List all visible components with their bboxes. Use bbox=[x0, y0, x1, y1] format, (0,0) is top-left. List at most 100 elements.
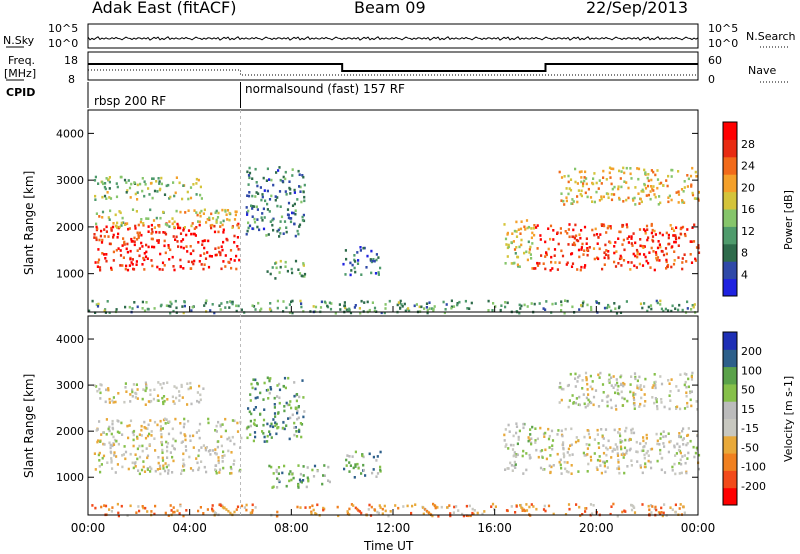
power-cell bbox=[432, 309, 435, 312]
power-cell bbox=[262, 207, 265, 211]
velocity-cell bbox=[109, 450, 112, 454]
power-cell bbox=[111, 225, 115, 229]
velocity-cell bbox=[123, 445, 126, 448]
power-cell bbox=[109, 197, 113, 200]
velocity-cell bbox=[529, 456, 532, 459]
velocity-colorbar-tick: 50 bbox=[741, 384, 755, 397]
velocity-cell bbox=[162, 395, 166, 398]
power-cell bbox=[510, 262, 513, 265]
velocity-cell bbox=[521, 507, 524, 510]
power-cell bbox=[215, 209, 218, 213]
power-cell bbox=[674, 234, 677, 237]
velocity-cell bbox=[297, 416, 300, 420]
power-cell bbox=[255, 181, 258, 184]
power-colorbar-segment bbox=[723, 261, 737, 280]
velocity-cell bbox=[154, 504, 157, 508]
power-cell bbox=[291, 204, 295, 207]
power-cell bbox=[686, 174, 689, 177]
velocity-cell bbox=[140, 424, 143, 428]
power-cell bbox=[235, 304, 238, 308]
velocity-cell bbox=[422, 506, 425, 509]
velocity-cell bbox=[156, 468, 159, 471]
power-cell bbox=[605, 178, 608, 181]
velocity-cell bbox=[134, 465, 137, 468]
power-cell bbox=[587, 187, 590, 191]
velocity-cell bbox=[291, 413, 294, 417]
power-cell bbox=[408, 309, 411, 313]
velocity-cell bbox=[471, 507, 474, 511]
power-cell bbox=[595, 301, 598, 304]
velocity-cell bbox=[295, 435, 299, 438]
velocity-cell bbox=[217, 456, 220, 459]
power-cell bbox=[225, 213, 228, 216]
velocity-cell bbox=[548, 446, 551, 449]
velocity-cell bbox=[229, 472, 232, 475]
velocity-cell bbox=[610, 505, 613, 508]
power-cell bbox=[176, 222, 179, 226]
power-cell bbox=[169, 248, 172, 252]
power-cell bbox=[553, 254, 556, 257]
power-cell bbox=[134, 192, 137, 196]
power-cell bbox=[179, 226, 182, 230]
velocity-cell bbox=[178, 399, 181, 402]
velocity-cell bbox=[150, 510, 153, 513]
power-cell bbox=[665, 260, 668, 264]
velocity-cell bbox=[146, 456, 149, 460]
power-cell bbox=[530, 302, 533, 305]
power-cell bbox=[291, 311, 294, 315]
velocity-cell bbox=[300, 435, 303, 439]
velocity-cell bbox=[143, 426, 146, 429]
velocity-cell bbox=[633, 407, 636, 410]
power-cell bbox=[572, 200, 575, 203]
velocity-cell bbox=[153, 420, 157, 424]
velocity-cell bbox=[315, 513, 318, 516]
power-cell bbox=[582, 253, 585, 256]
velocity-cell bbox=[627, 439, 631, 442]
velocity-cell bbox=[628, 448, 631, 452]
velocity-cell bbox=[549, 454, 552, 457]
power-cell bbox=[656, 256, 660, 259]
velocity-cell bbox=[617, 431, 620, 434]
velocity-cell bbox=[696, 434, 699, 438]
velocity-cell bbox=[601, 383, 605, 386]
power-cell bbox=[554, 261, 557, 264]
velocity-cell bbox=[660, 457, 663, 460]
velocity-cell bbox=[298, 395, 301, 399]
velocity-cell bbox=[626, 399, 629, 403]
velocity-cell bbox=[147, 423, 150, 427]
velocity-cell bbox=[250, 412, 253, 416]
power-cell bbox=[217, 211, 220, 215]
velocity-cell bbox=[183, 464, 186, 467]
velocity-cell bbox=[101, 456, 104, 460]
velocity-cell bbox=[616, 388, 619, 392]
velocity-cell bbox=[587, 403, 590, 406]
velocity-cell bbox=[677, 448, 681, 452]
power-cell bbox=[531, 242, 534, 245]
power-cell bbox=[278, 190, 282, 193]
power-cell bbox=[303, 195, 306, 199]
power-cell bbox=[182, 267, 185, 270]
power-cell bbox=[101, 252, 104, 255]
velocity-cell bbox=[136, 447, 139, 451]
power-cell bbox=[137, 236, 140, 239]
velocity-cell bbox=[610, 376, 613, 379]
power-cell bbox=[615, 312, 619, 315]
power-cell bbox=[95, 236, 98, 240]
power-cell bbox=[504, 305, 507, 309]
velocity-cell bbox=[609, 446, 612, 449]
power-cell bbox=[105, 230, 108, 233]
power-colorbar-tick: 28 bbox=[741, 138, 755, 151]
power-cell bbox=[193, 227, 196, 230]
power-cell bbox=[141, 300, 144, 304]
power-cell bbox=[302, 175, 305, 179]
velocity-cell bbox=[654, 380, 657, 384]
power-cell bbox=[172, 235, 175, 238]
power-cell bbox=[136, 183, 139, 187]
power-cell bbox=[221, 248, 224, 252]
power-cell bbox=[268, 198, 272, 201]
nsky-tick-min: 10^0 bbox=[48, 37, 79, 50]
power-cell bbox=[197, 241, 200, 244]
velocity-cell bbox=[187, 387, 190, 391]
power-cell bbox=[400, 303, 403, 306]
velocity-cell bbox=[345, 464, 348, 467]
